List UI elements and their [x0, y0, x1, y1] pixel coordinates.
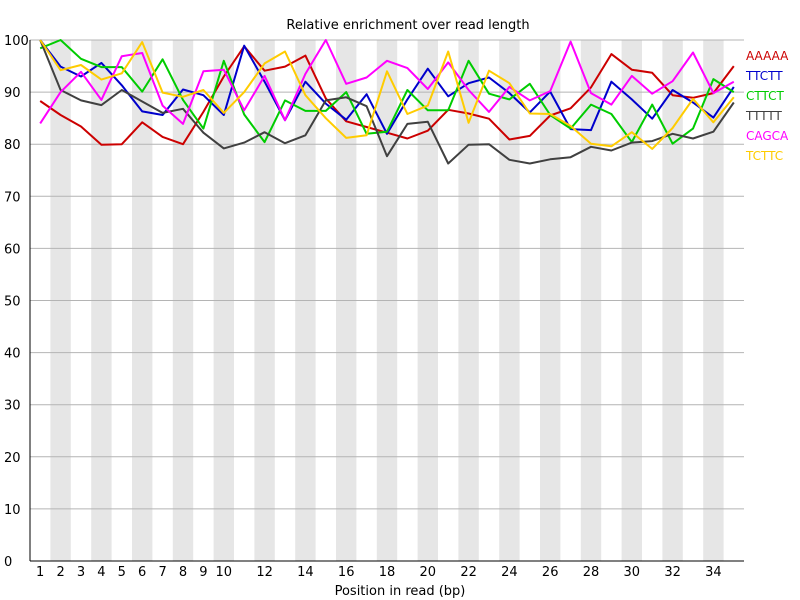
x-tick-label-16: 16 [338, 565, 355, 580]
legend-entry-ttttt: TTTTT [745, 109, 782, 123]
x-tick-label-26: 26 [542, 565, 559, 580]
x-tick-label-8: 8 [179, 565, 187, 580]
series-lines [39, 39, 735, 165]
x-tick-label-4: 4 [97, 565, 105, 580]
x-tick-label-2: 2 [56, 565, 64, 580]
y-tick-label-100: 100 [4, 34, 29, 49]
x-tick-label-10: 10 [216, 565, 233, 580]
x-tick-labels: 1 2 3 4 5 6 7 8 9 10 12 14 16 18 20 22 24 26 28 30 32 34 [36, 565, 722, 580]
y-tick-label-0: 0 [4, 555, 12, 570]
x-tick-label-6: 6 [138, 565, 146, 580]
gridlines [30, 39, 744, 510]
x-tick-label-34: 34 [705, 565, 722, 580]
x-tick-label-14: 14 [297, 565, 314, 580]
x-tick-label-24: 24 [501, 565, 518, 580]
y-tick-label-70: 70 [4, 190, 21, 205]
x-tick-label-28: 28 [583, 565, 600, 580]
series-line-cagca [39, 39, 735, 125]
y-tick-label-20: 20 [4, 451, 21, 466]
axes [29, 40, 744, 562]
y-tick-label-90: 90 [4, 86, 21, 101]
x-tick-label-32: 32 [664, 565, 681, 580]
x-tick-label-22: 22 [460, 565, 477, 580]
series-line-ttttt [39, 39, 735, 165]
series-line-tcttc [39, 39, 735, 150]
series-line-ttctt [39, 39, 735, 135]
chart-title: Relative enrichment over read length [286, 18, 529, 33]
series-line-cttct [39, 39, 735, 145]
x-tick-label-3: 3 [77, 565, 85, 580]
legend-entry-cttct: CTTCT [746, 89, 785, 103]
y-tick-labels: 0 10 20 30 40 50 60 70 80 90 100 [4, 34, 29, 570]
y-tick-label-60: 60 [4, 242, 21, 257]
x-tick-label-30: 30 [624, 565, 641, 580]
x-tick-label-1: 1 [36, 565, 44, 580]
x-tick-label-5: 5 [118, 565, 126, 580]
legend-background [745, 46, 797, 164]
y-tick-label-10: 10 [4, 503, 21, 518]
x-tick-label-7: 7 [158, 565, 166, 580]
legend-entry-ttctt: TTCTT [745, 69, 783, 83]
x-tick-label-20: 20 [420, 565, 437, 580]
y-tick-label-30: 30 [4, 399, 21, 414]
y-tick-label-40: 40 [4, 347, 21, 362]
x-tick-label-9: 9 [199, 565, 207, 580]
x-tick-label-18: 18 [379, 565, 396, 580]
y-tick-label-50: 50 [4, 295, 21, 310]
x-tick-label-12: 12 [256, 565, 273, 580]
x-axis-label: Position in read (bp) [335, 584, 466, 599]
legend-entry-cagca: CAGCA [746, 129, 789, 143]
legend: AAAAA TTCTT CTTCT TTTTT CAGCA TCTTC [745, 46, 797, 164]
legend-entry-tcttc: TCTTC [745, 149, 783, 163]
y-tick-label-80: 80 [4, 138, 21, 153]
legend-entry-aaaaa: AAAAA [746, 49, 789, 63]
